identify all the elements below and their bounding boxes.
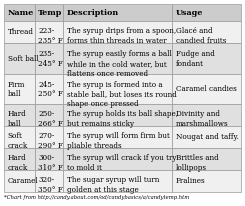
Bar [63,74,172,104]
Text: Name: Name [8,9,34,17]
Bar [172,170,241,192]
Text: 300-
310° F: 300- 310° F [38,154,63,172]
Bar [35,43,63,74]
Bar [35,148,63,170]
Text: Soft ball: Soft ball [8,55,38,63]
Text: Thread: Thread [8,28,34,36]
Text: Pralines: Pralines [176,177,205,185]
Text: Fudge and
fondant: Fudge and fondant [176,50,215,68]
Text: 245-
250° F: 245- 250° F [38,81,63,98]
Bar [35,4,63,21]
Text: 270-
290° F: 270- 290° F [38,132,63,150]
Bar [35,126,63,148]
Bar [35,170,63,192]
Text: Caramel candies: Caramel candies [176,85,236,93]
Text: Hard
crack: Hard crack [8,154,28,172]
Bar [35,104,63,126]
Text: 250-
266° F: 250- 266° F [38,110,63,128]
Text: The syrup holds its ball shape,
but remains sticky: The syrup holds its ball shape, but rema… [67,110,178,128]
Bar [172,4,241,21]
Text: Description: Description [67,9,119,17]
Text: Brittles and
lollipops: Brittles and lollipops [176,154,219,172]
Bar [63,4,172,21]
Bar [172,43,241,74]
Bar [4,126,35,148]
Bar [63,148,172,170]
Text: Usage: Usage [176,9,203,17]
Text: 235-
245° F: 235- 245° F [38,50,63,68]
Bar [4,74,35,104]
Bar [4,148,35,170]
Bar [63,126,172,148]
Bar [63,170,172,192]
Bar [172,148,241,170]
Bar [63,21,172,43]
Bar [172,104,241,126]
Text: 320-
350° F: 320- 350° F [38,176,63,194]
Bar [35,21,63,43]
Text: Glacé and
candied fruits: Glacé and candied fruits [176,27,226,45]
Bar [4,4,35,21]
Text: The syrup will form firm but
pliable threads: The syrup will form firm but pliable thr… [67,132,170,150]
Text: Divinity and
marshmallows: Divinity and marshmallows [176,110,228,128]
Text: The syrup is formed into a
stable ball, but loses its round
shape once pressed: The syrup is formed into a stable ball, … [67,81,177,108]
Text: Hard
ball: Hard ball [8,110,26,128]
Bar [4,43,35,74]
Text: The syrup drips from a spoon,
forms thin threads in water: The syrup drips from a spoon, forms thin… [67,27,176,45]
Bar [172,126,241,148]
Text: Soft
crack: Soft crack [8,132,28,150]
Text: Nougat and taffy.: Nougat and taffy. [176,133,239,141]
Bar [4,170,35,192]
Bar [4,104,35,126]
Bar [63,104,172,126]
Bar [35,74,63,104]
Text: The syrup will crack if you try
to mold it: The syrup will crack if you try to mold … [67,154,176,172]
Bar [172,74,241,104]
Text: *Chart from http://candy.about.com/od/candybasics/a/candytemp.htm: *Chart from http://candy.about.com/od/ca… [4,195,189,200]
Text: 223-
235° F: 223- 235° F [38,27,63,45]
Text: The syrup easily forms a ball
while in the cold water, but
flattens once removed: The syrup easily forms a ball while in t… [67,50,172,78]
Bar [63,43,172,74]
Text: The sugar syrup will turn
golden at this stage: The sugar syrup will turn golden at this… [67,176,159,194]
Bar [172,21,241,43]
Text: Temp: Temp [38,9,63,17]
Text: Firm
ball: Firm ball [8,81,25,98]
Bar [4,21,35,43]
Text: Caramel: Caramel [8,177,38,185]
